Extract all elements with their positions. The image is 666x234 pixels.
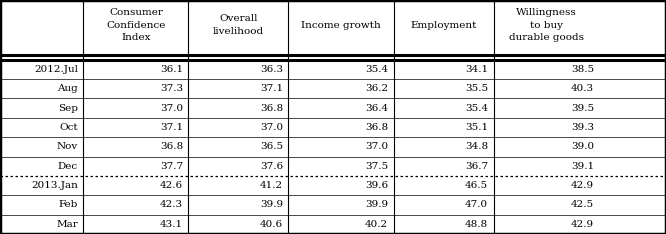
Text: Sep: Sep [58, 104, 78, 113]
Text: Consumer
Confidence
Index: Consumer Confidence Index [106, 8, 166, 42]
Text: 48.8: 48.8 [465, 220, 488, 229]
Text: 47.0: 47.0 [465, 201, 488, 209]
Text: Overall
livelihood: Overall livelihood [213, 15, 264, 36]
Text: 36.8: 36.8 [160, 142, 183, 151]
Text: 40.2: 40.2 [365, 220, 388, 229]
Text: 36.4: 36.4 [365, 104, 388, 113]
Text: 36.1: 36.1 [160, 65, 183, 74]
Text: 37.1: 37.1 [160, 123, 183, 132]
Text: 43.1: 43.1 [160, 220, 183, 229]
Text: 34.8: 34.8 [465, 142, 488, 151]
Text: 40.6: 40.6 [260, 220, 283, 229]
Text: 38.5: 38.5 [571, 65, 594, 74]
Text: Oct: Oct [59, 123, 78, 132]
Text: 46.5: 46.5 [465, 181, 488, 190]
Text: 41.2: 41.2 [260, 181, 283, 190]
Text: 36.5: 36.5 [260, 142, 283, 151]
Text: Mar: Mar [56, 220, 78, 229]
Text: 39.6: 39.6 [365, 181, 388, 190]
Text: Willingness
to buy
durable goods: Willingness to buy durable goods [509, 8, 584, 42]
Text: Nov: Nov [57, 142, 78, 151]
Text: Feb: Feb [59, 201, 78, 209]
Text: 39.1: 39.1 [571, 162, 594, 171]
Text: 35.1: 35.1 [465, 123, 488, 132]
Text: 37.3: 37.3 [160, 84, 183, 93]
Text: Employment: Employment [410, 21, 477, 30]
Text: 36.7: 36.7 [465, 162, 488, 171]
Text: Aug: Aug [57, 84, 78, 93]
Text: 37.0: 37.0 [260, 123, 283, 132]
Text: Dec: Dec [58, 162, 78, 171]
Text: 36.8: 36.8 [260, 104, 283, 113]
Text: 40.3: 40.3 [571, 84, 594, 93]
Text: 39.9: 39.9 [365, 201, 388, 209]
Text: 35.4: 35.4 [465, 104, 488, 113]
Text: 39.9: 39.9 [260, 201, 283, 209]
Text: 2013.Jan: 2013.Jan [31, 181, 78, 190]
Text: 39.5: 39.5 [571, 104, 594, 113]
Text: 35.4: 35.4 [365, 65, 388, 74]
Text: 37.0: 37.0 [365, 142, 388, 151]
Text: 36.8: 36.8 [365, 123, 388, 132]
Text: 42.3: 42.3 [160, 201, 183, 209]
Text: Income growth: Income growth [301, 21, 381, 30]
Text: 42.6: 42.6 [160, 181, 183, 190]
Text: 36.3: 36.3 [260, 65, 283, 74]
Text: 37.1: 37.1 [260, 84, 283, 93]
Text: 34.1: 34.1 [465, 65, 488, 74]
Text: 39.3: 39.3 [571, 123, 594, 132]
Text: 37.0: 37.0 [160, 104, 183, 113]
Text: 2012.Jul: 2012.Jul [34, 65, 78, 74]
Text: 37.6: 37.6 [260, 162, 283, 171]
Text: 37.7: 37.7 [160, 162, 183, 171]
Text: 39.0: 39.0 [571, 142, 594, 151]
Text: 37.5: 37.5 [365, 162, 388, 171]
Text: 42.9: 42.9 [571, 181, 594, 190]
Text: 42.9: 42.9 [571, 220, 594, 229]
Text: 35.5: 35.5 [465, 84, 488, 93]
Text: 36.2: 36.2 [365, 84, 388, 93]
Text: 42.5: 42.5 [571, 201, 594, 209]
